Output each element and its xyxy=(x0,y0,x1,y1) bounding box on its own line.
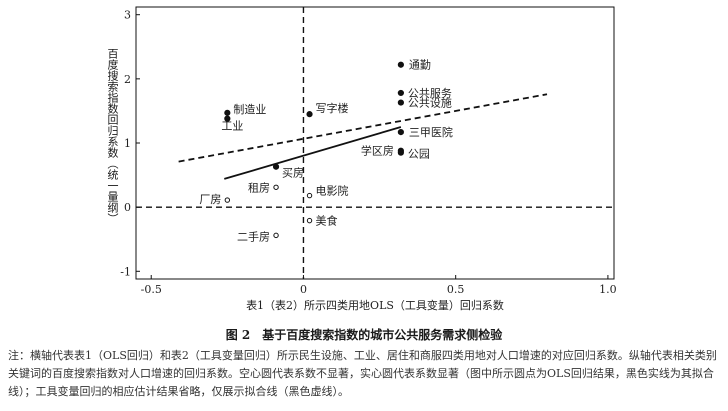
y-tick-label: 1 xyxy=(124,137,131,150)
x-tick-label: 0 xyxy=(300,283,307,296)
data-point-label: 制造业 xyxy=(233,102,266,116)
y-tick-label: 2 xyxy=(124,73,131,86)
data-point-label: 学区房 xyxy=(361,144,394,158)
data-point-label: 租房 xyxy=(248,181,270,194)
y-tick-label: -1 xyxy=(120,265,131,278)
data-point-filled xyxy=(397,149,404,156)
data-point-label: 美食 xyxy=(316,214,338,228)
data-point-label: 工业 xyxy=(221,120,243,133)
data-point-filled xyxy=(397,99,404,106)
x-tick-label: 0.5 xyxy=(447,283,465,296)
data-point-label: 公共服务 xyxy=(408,87,452,100)
data-point-label: 电影院 xyxy=(316,184,349,198)
data-point-filled xyxy=(397,89,404,97)
data-point-label: 二手房 xyxy=(237,229,270,243)
data-point-hollow xyxy=(224,197,231,203)
scatter-chart: -0.5 0 0.5 1.0 -1 0 1 2 3 表1（表2）所示四类用地OLS（工具变量）回归… xyxy=(120,6,617,312)
data-point-filled xyxy=(306,111,313,118)
data-point-label: 买房 xyxy=(282,167,304,180)
data-point-label: 写字楼 xyxy=(316,101,349,115)
data-point-filled xyxy=(272,163,280,170)
data-point-label: 公园 xyxy=(408,148,430,161)
data-point-hollow xyxy=(273,232,279,239)
figure-note: 注：横轴代表表1（OLS回归）和表2（工具变量回归）所示民生设施、工业、居住和商… xyxy=(8,349,717,398)
data-point-label: 通勤 xyxy=(409,59,431,72)
x-axis-label: 表1（表2）所示四类用地OLS（工具变量）回归系数 xyxy=(246,298,504,312)
data-point-label: 三甲医院 xyxy=(409,125,453,139)
data-point-label: 厂房 xyxy=(199,193,221,206)
data-point-label: 公共设施 xyxy=(408,97,452,110)
data-point-filled xyxy=(397,128,404,136)
x-tick-label: -0.5 xyxy=(141,283,162,296)
data-point-hollow xyxy=(306,192,313,199)
data-point-filled xyxy=(397,61,404,68)
y-axis-label: 百度搜索指数回归系数（统一量纲） xyxy=(106,48,119,224)
x-tick-label: 1.0 xyxy=(599,283,617,296)
plot-frame xyxy=(135,6,615,280)
figure-caption: 图 2 基于百度搜索指数的城市公共服务需求侧检验 xyxy=(225,328,503,342)
iv-fit-line-dashed xyxy=(178,93,548,163)
y-tick-label: 3 xyxy=(124,9,131,22)
data-point-filled xyxy=(224,115,231,122)
y-tick-label: 0 xyxy=(124,201,131,214)
data-point-hollow xyxy=(306,217,313,224)
ols-fit-line-solid xyxy=(224,126,402,180)
data-point-filled xyxy=(224,109,231,116)
data-point-hollow xyxy=(273,184,279,190)
